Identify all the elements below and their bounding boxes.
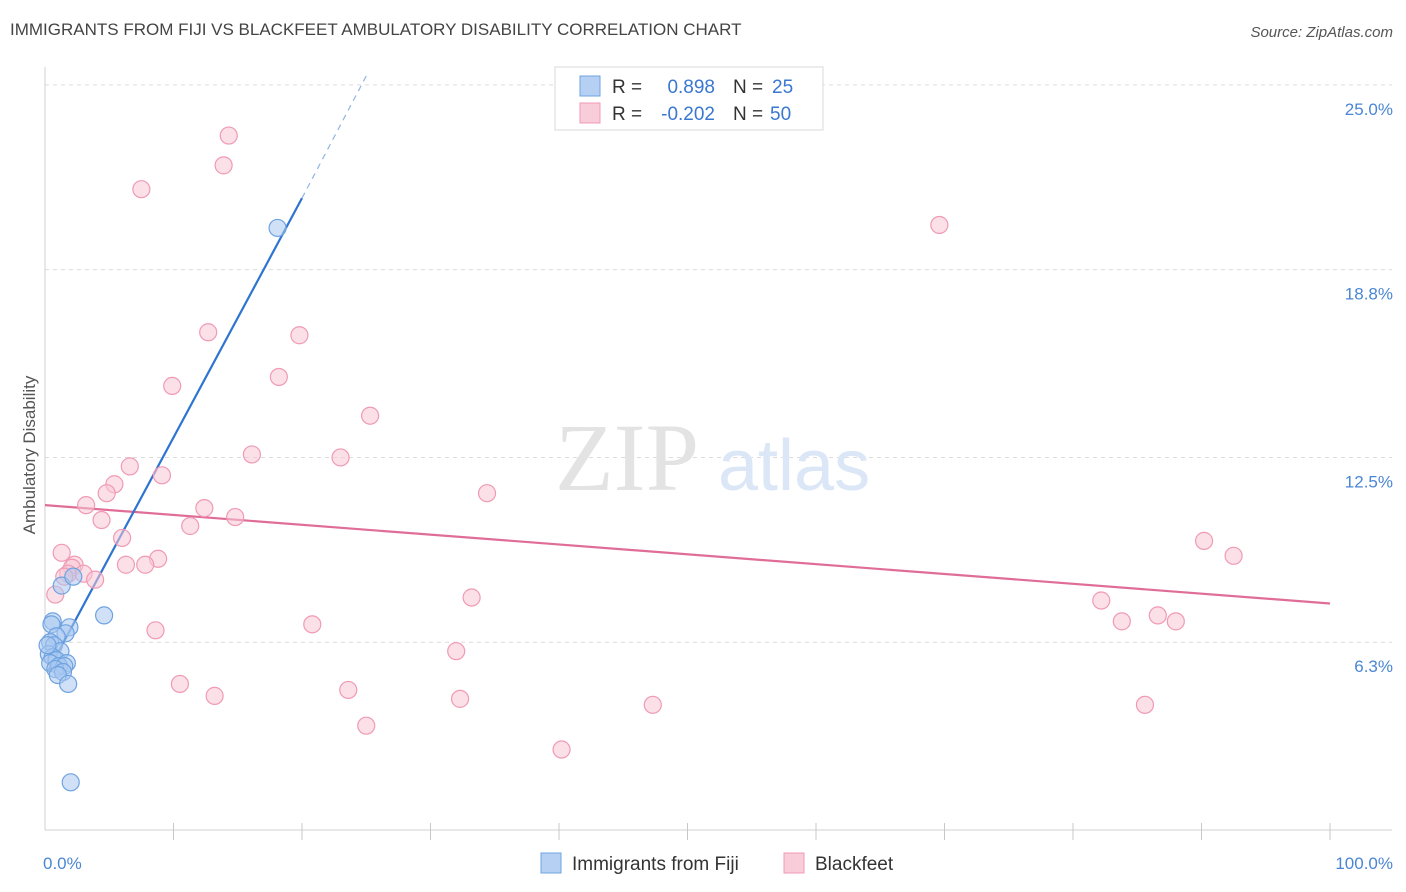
data-point-blackfeet <box>339 680 358 700</box>
data-point-blackfeet <box>303 615 322 634</box>
data-point-blackfeet <box>1092 591 1111 610</box>
legend-swatch-fiji <box>579 75 601 97</box>
series-legend-swatch-blackfeet <box>783 852 805 874</box>
data-point-blackfeet <box>290 326 309 345</box>
data-point-fiji <box>38 636 57 655</box>
data-point-blackfeet <box>450 689 470 708</box>
stats-legend: R = 0.898 N = 25 R = -0.202 N = 50 <box>554 66 824 131</box>
data-point-blackfeet <box>477 484 497 503</box>
data-point-blackfeet <box>1112 612 1131 631</box>
y-tick-label: 25.0% <box>1345 100 1393 119</box>
data-point-blackfeet <box>163 376 182 396</box>
data-point-blackfeet <box>361 406 380 425</box>
data-point-blackfeet <box>552 740 571 759</box>
y-tick-label: 18.8% <box>1345 285 1393 304</box>
gridlines <box>45 84 1392 643</box>
data-point-blackfeet <box>152 466 172 485</box>
data-point-blackfeet <box>136 555 155 574</box>
data-point-blackfeet <box>331 448 350 467</box>
data-point-blackfeet <box>1194 531 1214 550</box>
data-point-fiji <box>59 674 78 694</box>
data-point-blackfeet <box>77 496 96 515</box>
data-point-blackfeet <box>1135 695 1155 714</box>
legend-r-value-blackfeet: -0.202 <box>661 104 715 125</box>
data-point-blackfeet <box>447 642 466 661</box>
data-point-blackfeet <box>199 323 218 342</box>
data-point-blackfeet <box>97 484 116 503</box>
legend-r-value-fiji: 0.898 <box>667 77 715 98</box>
watermark: ZIP atlas <box>555 404 870 511</box>
data-point-blackfeet <box>146 621 165 640</box>
y-axis-label: Ambulatory Disability <box>20 375 39 534</box>
data-points <box>38 126 1243 792</box>
y-tick-label: 6.3% <box>1354 657 1393 676</box>
x-tick-label-max: 100.0% <box>1335 854 1393 873</box>
series-legend-label-fiji: Immigrants from Fiji <box>572 854 739 875</box>
data-point-blackfeet <box>1166 612 1185 631</box>
legend-n-value-fiji: 25 <box>772 77 793 98</box>
data-point-blackfeet <box>205 686 224 705</box>
series-legend: Immigrants from Fiji Blackfeet <box>540 852 894 875</box>
data-point-blackfeet <box>132 180 151 199</box>
x-ticks <box>173 823 1331 840</box>
trendline-fiji <box>46 197 303 673</box>
axes <box>44 67 1392 831</box>
legend-n-value-blackfeet: 50 <box>770 104 791 125</box>
legend-r-label-blackfeet: R = <box>612 104 642 125</box>
data-point-blackfeet <box>120 457 139 476</box>
data-point-fiji <box>268 218 287 238</box>
legend-n-label-blackfeet: N = <box>733 104 763 125</box>
data-point-fiji <box>95 606 114 625</box>
watermark-zip: ZIP <box>555 404 699 511</box>
data-point-blackfeet <box>269 367 288 387</box>
legend-r-label-fiji: R = <box>612 77 642 98</box>
data-point-blackfeet <box>930 215 949 235</box>
chart-title: IMMIGRANTS FROM FIJI VS BLACKFEET AMBULA… <box>10 20 742 39</box>
trendline-blackfeet <box>44 504 1331 605</box>
data-point-blackfeet <box>643 695 662 714</box>
legend-swatch-blackfeet <box>579 102 601 124</box>
data-point-blackfeet <box>92 510 111 530</box>
data-point-blackfeet <box>170 674 190 694</box>
data-point-blackfeet <box>226 507 245 527</box>
trendline-fiji-extension <box>301 75 367 199</box>
data-point-blackfeet <box>181 516 200 536</box>
data-point-blackfeet <box>462 588 481 607</box>
data-point-blackfeet <box>357 716 376 735</box>
data-point-blackfeet <box>219 126 238 145</box>
legend-n-label-fiji: N = <box>733 77 763 98</box>
data-point-blackfeet <box>112 528 132 548</box>
data-point-fiji <box>64 567 83 586</box>
y-tick-label: 12.5% <box>1345 472 1393 491</box>
source-note: Source: ZipAtlas.com <box>1250 24 1393 41</box>
x-tick-label-min: 0.0% <box>43 854 82 873</box>
data-point-fiji <box>61 773 80 792</box>
data-point-blackfeet <box>86 570 105 589</box>
data-point-blackfeet <box>1148 606 1167 625</box>
y-tick-labels: 25.0% 18.8% 12.5% 6.3% <box>1345 100 1393 676</box>
series-legend-swatch-fiji <box>540 852 562 874</box>
data-point-blackfeet <box>195 499 214 518</box>
data-point-blackfeet <box>242 445 261 464</box>
trendlines <box>44 75 1331 673</box>
data-point-blackfeet <box>1224 546 1243 565</box>
data-point-blackfeet <box>52 543 71 562</box>
data-point-blackfeet <box>214 156 233 175</box>
watermark-atlas: atlas <box>718 426 870 506</box>
series-legend-label-blackfeet: Blackfeet <box>815 854 894 875</box>
data-point-blackfeet <box>116 555 136 574</box>
